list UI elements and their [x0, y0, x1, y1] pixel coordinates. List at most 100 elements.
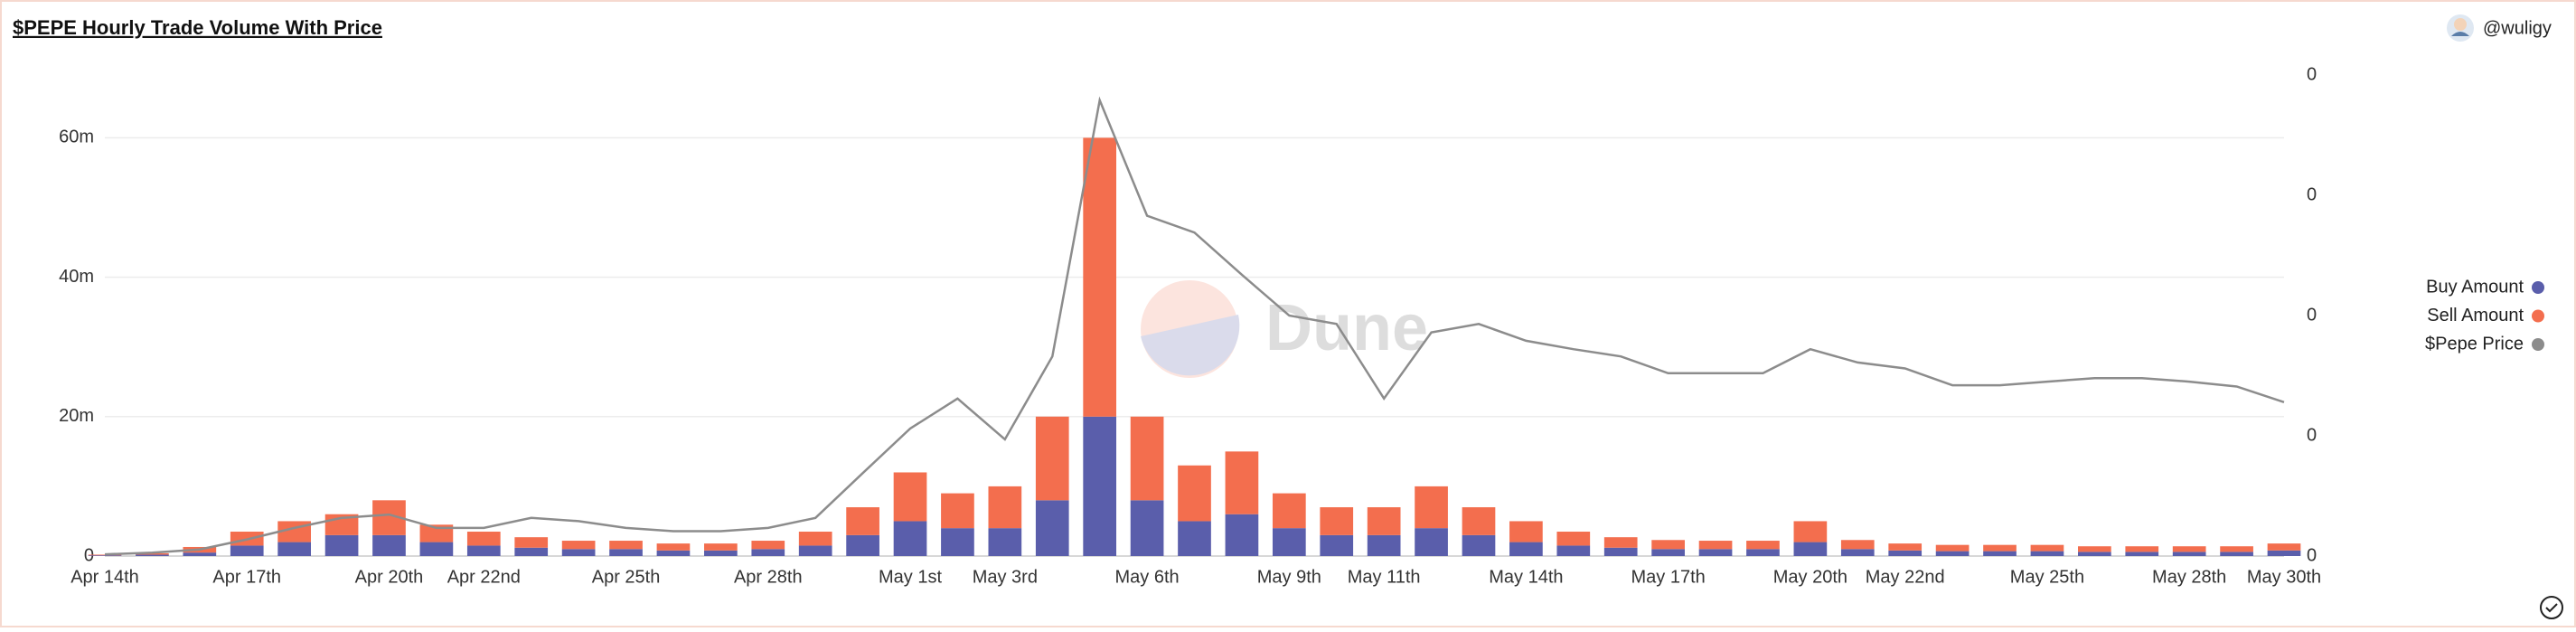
bar — [751, 541, 785, 550]
x-tick-label: May 28th — [2152, 567, 2226, 587]
x-tick-label: Apr 25th — [592, 567, 661, 587]
y2-tick-label: 0 — [2307, 305, 2317, 325]
bar — [1888, 543, 1923, 551]
y2-tick-label: 0 — [2307, 545, 2317, 565]
bar — [846, 534, 879, 556]
bar — [656, 550, 691, 556]
x-tick-label: Apr 20th — [355, 567, 424, 587]
bar — [893, 521, 927, 556]
bar — [988, 528, 1022, 556]
bar — [2267, 550, 2301, 556]
bar — [1509, 542, 1543, 556]
x-tick-label: May 9th — [1257, 567, 1321, 587]
bar — [1603, 537, 1638, 548]
price-line — [104, 96, 2285, 556]
bar — [1035, 500, 1069, 556]
x-tick-label: Apr 28th — [734, 567, 803, 587]
bar — [1698, 549, 1733, 556]
bar — [2030, 551, 2064, 556]
bar — [1556, 545, 1591, 556]
bar — [1509, 521, 1543, 542]
bar — [656, 543, 691, 551]
bar — [2220, 552, 2253, 556]
bar — [561, 549, 596, 556]
bar — [2267, 543, 2301, 551]
bar — [1935, 551, 1970, 556]
bar — [1225, 451, 1259, 514]
bar — [1225, 514, 1259, 556]
chart-title[interactable]: $PEPE Hourly Trade Volume With Price — [13, 16, 382, 39]
x-tick-label: May 25th — [2010, 567, 2084, 587]
bar — [2030, 544, 2064, 552]
x-tick-label: May 30th — [2247, 567, 2321, 587]
bar — [1083, 137, 1117, 417]
bar — [1178, 465, 1211, 522]
author[interactable]: @wuligy — [2483, 18, 2552, 38]
bar — [1367, 534, 1401, 556]
bar — [1935, 544, 1970, 552]
y2-tick-label: 0 — [2307, 425, 2317, 445]
bar — [514, 537, 549, 548]
legend-label: $Pepe Price — [2425, 334, 2524, 354]
bar — [1746, 549, 1780, 556]
bar — [609, 541, 643, 550]
bar — [1651, 540, 1685, 550]
check-icon[interactable] — [2540, 596, 2563, 619]
bar — [1415, 486, 1448, 529]
bar — [1130, 416, 1164, 501]
bar — [1840, 549, 1875, 556]
bar — [704, 550, 738, 556]
x-tick-label: May 11th — [1348, 567, 1421, 587]
bar — [1462, 507, 1496, 535]
legend-dot — [2532, 309, 2544, 323]
bar — [1035, 416, 1069, 501]
x-tick-label: May 1st — [879, 567, 942, 587]
bar — [1888, 550, 1923, 556]
bar — [798, 532, 832, 546]
bar — [136, 554, 169, 556]
y2-tick-label: 0 — [2307, 64, 2317, 84]
bar — [2172, 552, 2206, 556]
x-tick-label: May 17th — [1631, 567, 1705, 587]
avatar — [2447, 14, 2474, 42]
y2-tick-label: 0 — [2307, 184, 2317, 204]
bar — [1083, 416, 1117, 556]
bar — [2078, 552, 2111, 556]
bar — [419, 542, 454, 556]
watermark-text: Dune — [1265, 292, 1428, 364]
bar — [183, 552, 217, 556]
bar — [1793, 542, 1828, 556]
x-tick-label: May 6th — [1115, 567, 1180, 587]
bar — [893, 472, 927, 522]
bar — [88, 554, 122, 556]
bar — [1983, 551, 2017, 556]
bar — [1698, 541, 1733, 550]
bar — [1462, 534, 1496, 556]
bar — [1556, 532, 1591, 546]
legend-label: Buy Amount — [2426, 277, 2524, 297]
bar — [277, 542, 311, 556]
bar — [609, 549, 643, 556]
bar — [1178, 521, 1211, 556]
bar — [1651, 549, 1685, 556]
bar — [136, 552, 169, 555]
bar — [2078, 546, 2111, 552]
bar — [1367, 507, 1401, 535]
bar — [2172, 546, 2206, 552]
bar — [1746, 541, 1780, 550]
bar — [846, 507, 879, 535]
watermark: Dune — [1141, 280, 1428, 378]
bar — [466, 545, 501, 556]
x-tick-label: Apr 22nd — [447, 567, 521, 587]
legend-dot — [2532, 338, 2544, 351]
bar — [1272, 493, 1306, 529]
bar — [1840, 540, 1875, 550]
legend-label: Sell Amount — [2427, 306, 2524, 325]
x-tick-label: Apr 14th — [71, 567, 139, 587]
bar — [1130, 500, 1164, 556]
bar — [988, 486, 1022, 529]
x-tick-label: May 3rd — [973, 567, 1038, 587]
y-tick-label: 60m — [59, 127, 94, 147]
y-tick-label: 40m — [59, 267, 94, 287]
